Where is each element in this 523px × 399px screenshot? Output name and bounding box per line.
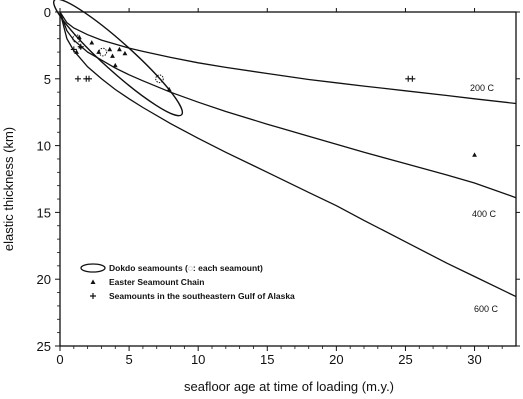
x-tick-label: 15 [260,352,274,367]
easter-seamount-point [472,152,477,157]
easter-seamount-point [76,34,82,40]
legend-ellipse-icon [80,263,106,273]
easter-seamount-point [89,40,95,45]
gulf-alaska-seamount-point [409,75,416,82]
x-tick-label: 5 [125,352,132,367]
legend-item-dokdo: Dokdo seamounts (◌: each seamount) [80,263,263,273]
isotherm-curve-3 [59,11,517,298]
easter-seamount-point [110,53,115,58]
x-tick-label: 25 [398,352,412,367]
x-axis-title: seafloor age at time of loading (m.y.) [184,379,394,394]
legend-label-easter: Easter Seamount Chain [109,277,204,287]
y-tick-label: 15 [37,205,51,220]
curve-label-600c: 600 C [474,304,499,314]
y-axis-title: elastic thickness (km) [1,127,16,251]
y-tick-label: 20 [37,272,51,287]
dokdo-seamount-point [98,47,108,57]
curve-label-200c: 200 C [470,83,495,93]
y-tick-label: 25 [37,339,51,354]
y-tick-label: 0 [44,5,51,20]
x-tick-label: 0 [56,352,63,367]
dokdo-ellipse [53,0,184,117]
easter-seamount-point [107,46,113,52]
easter-seamount-point [122,50,128,56]
markers-layer [70,34,477,157]
legend-item-alaska: Seamounts in the southeastern Gulf of Al… [90,291,295,301]
isotherm-curve-2 [59,11,517,199]
easter-seamount-point [74,49,79,54]
y-tick-label: 10 [37,139,51,154]
x-tick-label: 20 [329,352,343,367]
dokdo-seamount-point [155,74,164,84]
gulf-alaska-seamount-point [86,75,93,82]
ellipse-layer [53,0,184,117]
x-tick-label: 30 [467,352,481,367]
gulf-alaska-seamount-point [70,46,77,53]
legend-label-alaska: Seamounts in the southeastern Gulf of Al… [109,291,295,301]
gulf-alaska-seamount-point [77,43,84,50]
legend: Dokdo seamounts (◌: each seamount) Easte… [80,263,295,301]
y-tick-label: 5 [44,72,51,87]
easter-seamount-point [117,46,122,52]
isotherm-curve-1 [59,11,517,105]
legend-label-dokdo: Dokdo seamounts (◌: each seamount) [109,263,263,273]
legend-plus-icon [90,293,96,299]
gulf-alaska-seamount-point [74,75,81,82]
easter-seamount-point [112,62,118,68]
curve-label-400c: 400 C [472,209,497,219]
legend-item-easter: Easter Seamount Chain [90,277,204,287]
easter-seamount-point [96,49,102,54]
easter-seamount-point [166,86,172,92]
ticks-layer: 0 5 10 15 20 25 30 0 5 10 15 20 25 [37,5,520,367]
axes-layer [59,11,517,347]
curves-layer [59,11,517,298]
x-tick-label: 10 [191,352,205,367]
plot-frame [59,11,517,347]
legend-triangle-icon [90,279,96,284]
